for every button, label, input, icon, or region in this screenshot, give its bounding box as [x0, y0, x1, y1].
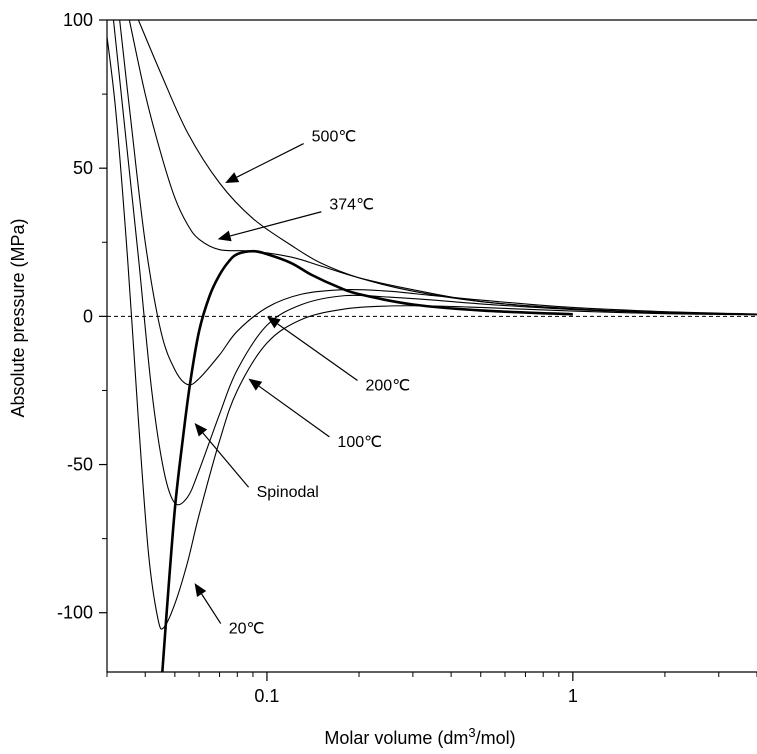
annotation-arrow-head [194, 423, 208, 437]
series-line-spinodal [161, 249, 573, 672]
annotation-arrow-head [194, 583, 207, 597]
series-line-500 [137, 20, 757, 315]
annotation-arrow-shaft [236, 143, 304, 178]
annotation-arrow-shaft [201, 593, 222, 624]
x-axis-title: Molar volume (dm3/mol) [324, 725, 515, 748]
series-line-200 [119, 20, 757, 386]
annotation-label: 500℃ [312, 129, 357, 146]
y-tick-label: 50 [73, 158, 93, 178]
y-tick-label: -50 [67, 455, 93, 475]
y-axis-title: Absolute pressure (MPa) [8, 218, 28, 417]
annotation-label: Spinodal [257, 484, 319, 501]
series-layer [107, 20, 757, 672]
annotation-label: 374℃ [329, 197, 374, 214]
x-axis-title-main: Molar volume (dm [324, 728, 468, 748]
series-line-374 [128, 20, 757, 315]
annotation-arrow-shaft [230, 211, 322, 237]
x-axis-title-superscript: 3 [468, 725, 475, 740]
annotation-label: 100℃ [337, 434, 382, 451]
annotation-label: 20℃ [229, 621, 265, 638]
x-tick-label: 0.1 [254, 686, 279, 706]
annotation-arrow-shaft [202, 432, 250, 488]
plot-frame [106, 19, 757, 673]
series-line-100 [112, 20, 757, 506]
annotation-layer: 500℃ 374℃ 200℃ 100℃ Spinodal 20℃ [194, 129, 411, 638]
annotation-label: 200℃ [366, 378, 411, 395]
annotation-arrow-head [248, 378, 263, 391]
annotation-arrow-shaft [258, 385, 330, 438]
annotation-arrow-shaft [277, 323, 358, 382]
x-axis: 0.1 1 [106, 672, 757, 706]
y-tick-label: 100 [63, 10, 93, 30]
y-tick-label: 0 [83, 306, 93, 326]
x-tick-label: 1 [568, 686, 578, 706]
axes-frame [106, 20, 757, 673]
series-line-20 [107, 32, 757, 630]
y-axis: 100 50 0 -50 -100 [57, 10, 107, 623]
annotation-arrow-head [266, 316, 281, 329]
annotation-arrow-head [225, 172, 240, 183]
y-tick-label: -100 [57, 603, 93, 623]
x-axis-title-tail: /mol) [476, 728, 516, 748]
annotation-arrow-head [217, 230, 232, 242]
